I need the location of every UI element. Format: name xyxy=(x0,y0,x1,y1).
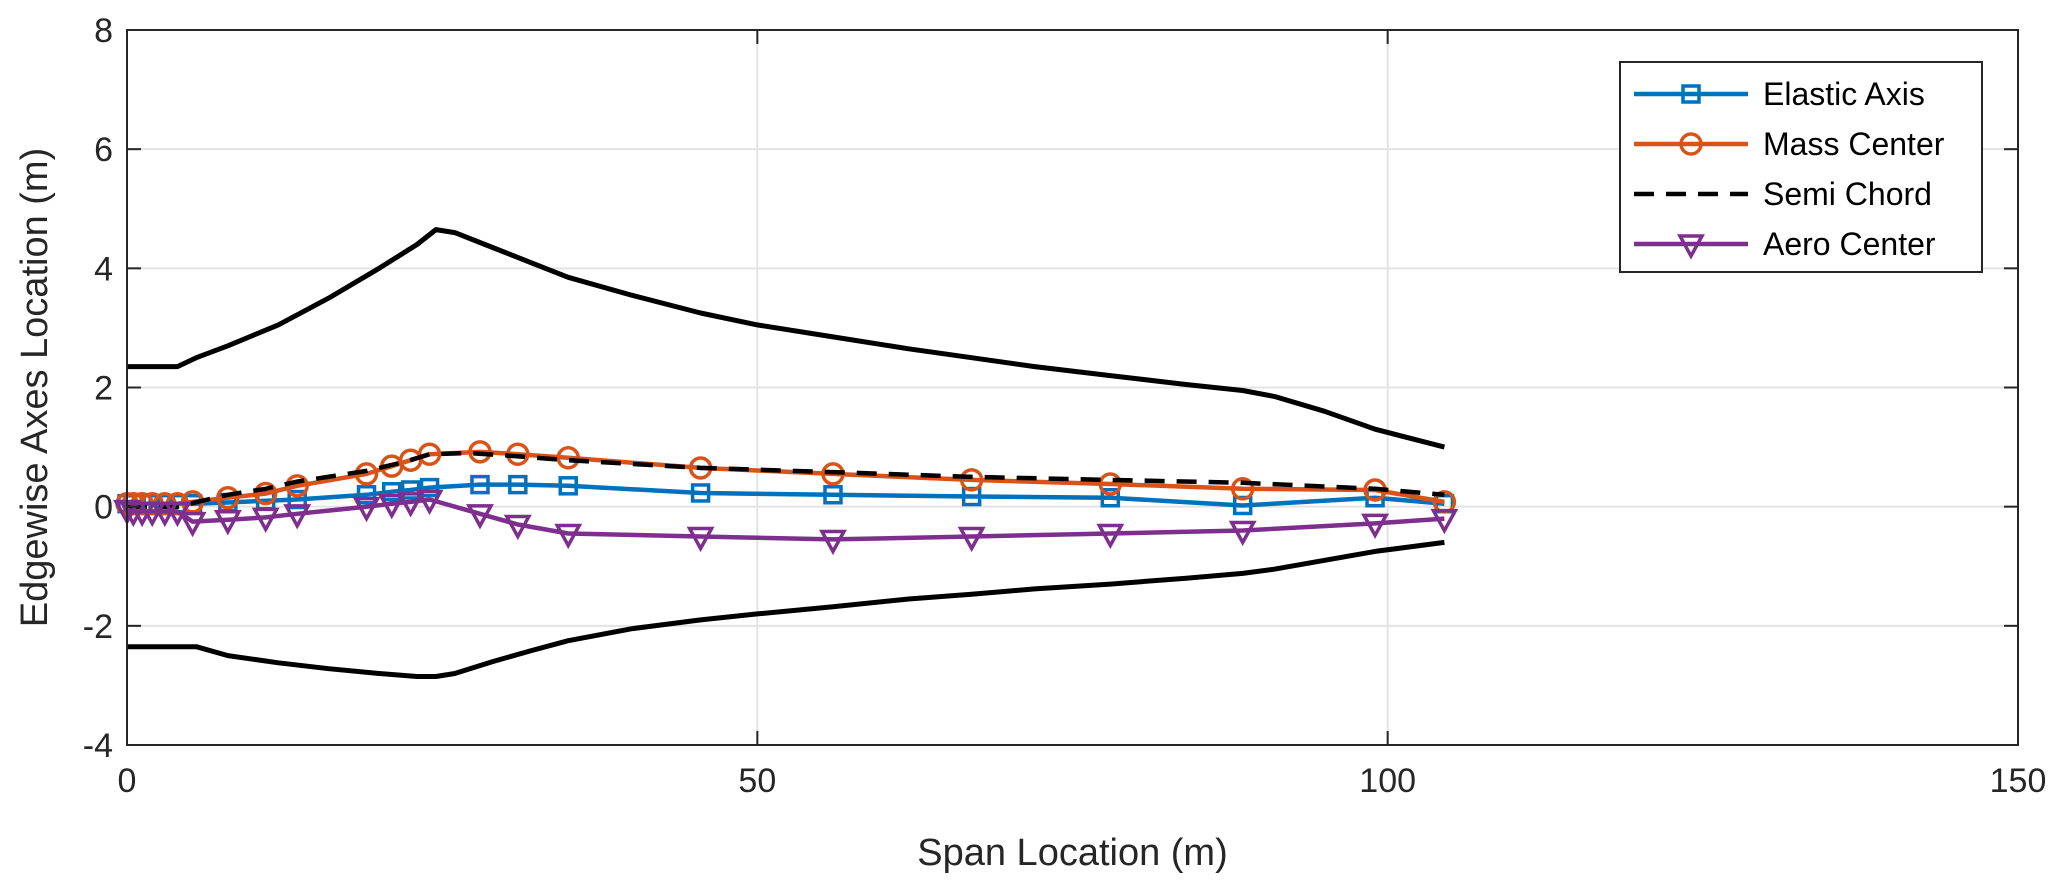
y-tick-label: -4 xyxy=(83,727,113,765)
x-tick-label: 0 xyxy=(118,762,137,800)
aero-center-point xyxy=(466,504,494,530)
legend-item-mass-center: Mass Center xyxy=(1634,126,1945,162)
elastic-axis-point xyxy=(690,483,711,503)
legend-marker-mass-center xyxy=(1679,132,1703,156)
axis-ticks: 0 50 100 150 -4 -2 0 2 4 6 8 xyxy=(83,12,2047,800)
aero-center-point xyxy=(415,489,444,516)
series-semi-chord xyxy=(127,450,1445,509)
legend-item-semi-chord: Semi Chord xyxy=(1634,176,1932,212)
aero-center-point xyxy=(686,526,715,553)
legend-item-elastic-axis: Elastic Axis xyxy=(1634,76,1925,112)
legend-item-aero-center: Aero Center xyxy=(1634,226,1936,262)
outline-lower-line xyxy=(127,539,1445,679)
aero-center-point xyxy=(352,496,381,523)
legend-label-elastic-axis: Elastic Axis xyxy=(1763,76,1925,112)
elastic-axis-point xyxy=(470,474,490,495)
elastic-axis-point xyxy=(381,482,402,502)
aero-center-point xyxy=(251,507,280,534)
y-tick-label: 8 xyxy=(94,12,113,50)
aero-center-line xyxy=(126,497,1445,542)
aero-center-point xyxy=(554,523,583,550)
aero-center-point xyxy=(957,526,986,553)
aero-center-point xyxy=(396,492,425,518)
aero-center-point xyxy=(1096,523,1125,550)
aero-center-point xyxy=(1361,513,1390,539)
elastic-axis-point xyxy=(419,477,440,498)
elastic-axis-point xyxy=(558,476,578,496)
aero-center-point xyxy=(213,510,242,536)
mass-center-point xyxy=(959,468,984,492)
plot-area xyxy=(113,227,1459,679)
aero-center-point xyxy=(1430,508,1459,535)
elastic-axis-point xyxy=(1100,487,1121,508)
mass-center-point xyxy=(1230,477,1255,501)
mass-center-point xyxy=(216,485,240,510)
legend-label-aero-center: Aero Center xyxy=(1763,226,1936,262)
aero-center-point xyxy=(503,514,532,541)
elastic-axis-point xyxy=(823,485,843,505)
semi-chord-line xyxy=(127,450,1445,509)
legend-marker-aero-center xyxy=(1677,234,1705,260)
legend: Elastic Axis Mass Center Semi Chord Aero Ce… xyxy=(1619,61,1983,273)
series-aero-center xyxy=(113,489,1459,556)
y-axis-label: Edgewise Axes Location (m) xyxy=(14,148,56,627)
aero-center-point xyxy=(283,504,312,530)
legend-marker-elastic-axis xyxy=(1681,84,1701,104)
x-axis-label: Span Location (m) xyxy=(917,832,1228,874)
aero-center-point xyxy=(819,529,847,556)
mass-center-point xyxy=(253,481,278,506)
x-tick-label: 100 xyxy=(1359,762,1416,800)
x-tick-label: 150 xyxy=(1990,762,2047,800)
mass-center-point xyxy=(417,442,442,466)
aero-center-point xyxy=(178,511,207,538)
elastic-axis-point xyxy=(356,485,377,505)
elastic-axis-point xyxy=(508,474,528,495)
mass-center-point xyxy=(468,440,492,464)
y-tick-label: 0 xyxy=(94,489,113,527)
y-tick-label: -2 xyxy=(83,608,113,646)
y-tick-label: 6 xyxy=(94,131,113,169)
mass-center-point xyxy=(556,446,580,470)
legend-label-mass-center: Mass Center xyxy=(1763,126,1945,162)
legend-label-semi-chord: Semi Chord xyxy=(1763,176,1932,212)
aero-center-point xyxy=(377,493,406,520)
x-tick-label: 50 xyxy=(738,762,776,800)
outline-upper-line xyxy=(127,227,1446,450)
grid xyxy=(127,30,2018,745)
y-tick-label: 4 xyxy=(94,250,113,288)
aero-center-point xyxy=(1228,520,1257,547)
y-tick-label: 2 xyxy=(94,370,113,408)
mass-center-point xyxy=(1098,472,1123,496)
